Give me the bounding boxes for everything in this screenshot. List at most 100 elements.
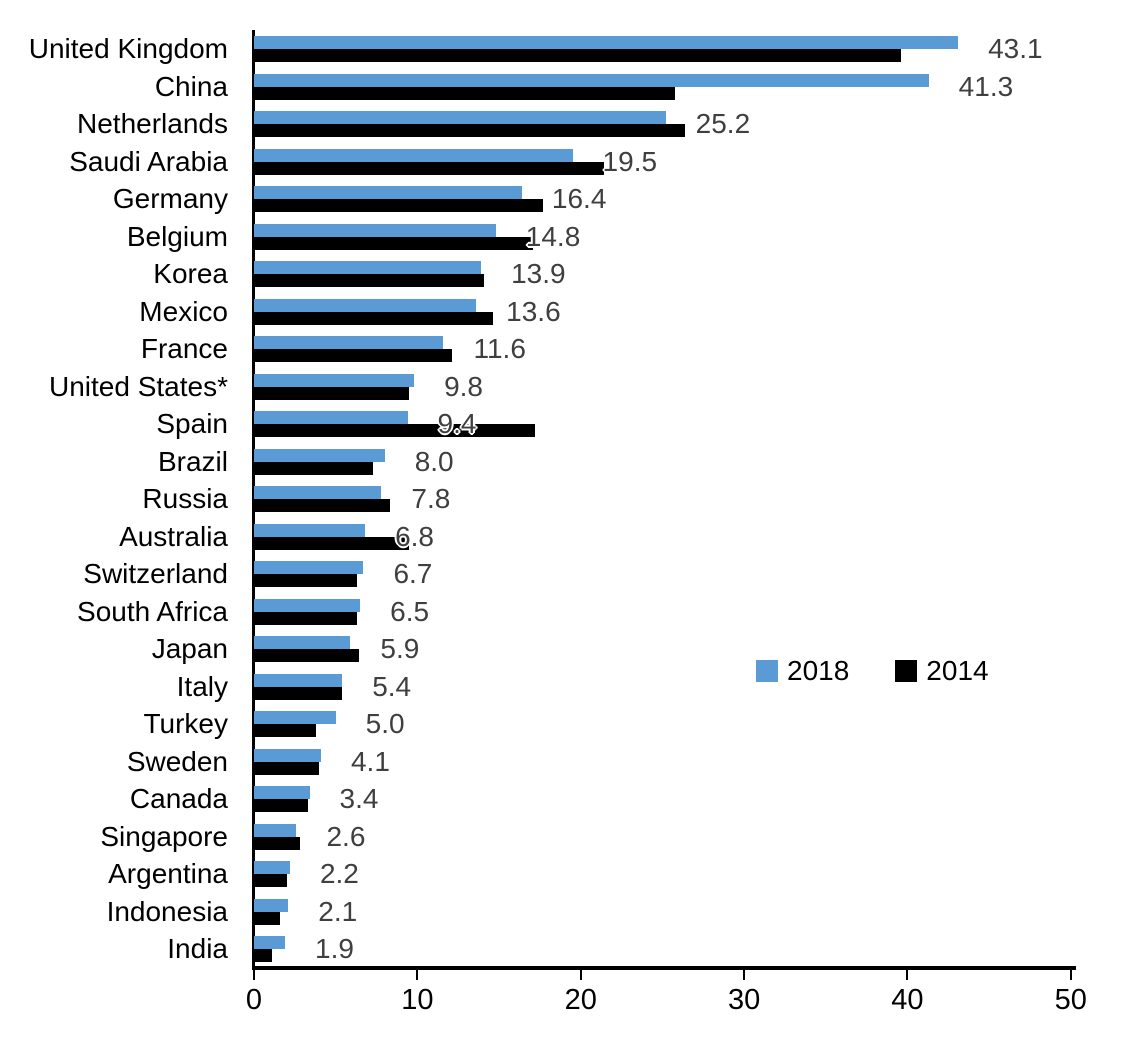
data-label: 41.3 [958, 70, 1014, 102]
category-label: Korea [153, 258, 228, 290]
bar-2014 [254, 49, 901, 62]
category-label: Japan [151, 633, 228, 665]
x-axis-tick-label: 40 [891, 984, 924, 1016]
bar-2018 [254, 636, 351, 650]
bar-2018 [254, 561, 364, 575]
bar-2018 [254, 936, 286, 950]
x-axis-tick-label: 0 [245, 984, 263, 1016]
bar-2018 [254, 448, 385, 462]
data-label: 4.1 [350, 745, 390, 777]
bar-2014 [254, 686, 343, 700]
bar-2014 [254, 799, 308, 813]
bar-2014 [254, 236, 534, 250]
bar-2018 [254, 898, 289, 912]
bar-2014 [254, 499, 390, 513]
x-axis-tick-label: 10 [401, 984, 434, 1016]
bar-2014 [254, 199, 544, 213]
bar-2018 [254, 748, 321, 762]
bar-2018 [254, 523, 366, 537]
data-label: 3.4 [339, 783, 379, 815]
bar-2014 [254, 349, 452, 363]
x-axis-tick [906, 970, 909, 980]
bar-2014 [254, 911, 281, 925]
category-label: Turkey [143, 708, 228, 740]
bar-2018 [254, 673, 343, 687]
bar-2018 [254, 711, 336, 725]
legend-label-2018: 2018 [787, 655, 850, 686]
bar-2018 [254, 261, 482, 275]
bar-2018 [254, 36, 959, 49]
bar-2018 [254, 148, 573, 162]
data-label: 1.9 [315, 933, 354, 965]
legend-swatch-2014-icon [895, 660, 918, 682]
bar-2018 [254, 73, 929, 87]
category-label: Argentina [108, 858, 228, 890]
data-label: 13.9 [511, 258, 566, 290]
category-label: United Kingdom [28, 33, 228, 64]
data-label: 2.2 [319, 858, 359, 890]
data-label: 19.5 [602, 145, 658, 177]
legend-label-2014: 2014 [926, 655, 989, 686]
category-label: United States* [49, 370, 228, 402]
category-label: Russia [142, 483, 228, 515]
data-label: 9.8 [444, 370, 484, 402]
data-label: 7.8 [411, 483, 451, 515]
data-label: 5.0 [365, 708, 405, 740]
data-label: 5.4 [372, 670, 412, 702]
bar-2018 [254, 298, 477, 312]
category-label: India [167, 933, 228, 965]
legend-entry-2018: 2018 [756, 657, 849, 685]
data-label: 2.6 [326, 820, 366, 852]
data-label: 6.7 [393, 558, 433, 590]
data-label: 6.8 [395, 520, 435, 552]
x-axis-tick [253, 970, 255, 980]
bar-2014 [254, 86, 676, 100]
bar-2014 [254, 611, 357, 625]
bar-2014 [254, 161, 604, 175]
data-label: 16.4 [551, 183, 607, 215]
y-axis-line [252, 30, 255, 970]
bar-2018 [254, 373, 415, 387]
bar-2014 [254, 386, 410, 400]
data-label: 5.9 [380, 633, 420, 665]
x-axis-line [252, 966, 1076, 970]
bar-2018 [254, 823, 297, 837]
category-label: Singapore [100, 820, 228, 852]
category-label: South Africa [77, 595, 228, 627]
bar-2014 [254, 761, 320, 775]
category-label: Saudi Arabia [69, 145, 228, 177]
data-label: 6.5 [390, 595, 430, 627]
category-label: France [140, 333, 228, 365]
x-axis-tick-label: 50 [1054, 984, 1087, 1016]
category-label: Switzerland [83, 558, 228, 590]
category-label: Belgium [126, 220, 228, 252]
bar-2018 [254, 486, 382, 500]
x-axis-tick [1069, 970, 1072, 980]
category-label: Indonesia [106, 895, 228, 927]
bar-2018 [254, 223, 496, 237]
legend-swatch-2018-icon [756, 660, 778, 682]
category-label: Netherlands [77, 108, 228, 140]
bar-2014 [254, 949, 272, 963]
data-label: 2.1 [318, 895, 358, 927]
category-label: Germany [112, 183, 228, 215]
bar-2014 [254, 574, 357, 588]
legend: 2018 2014 [756, 657, 989, 685]
data-label: 11.6 [473, 333, 526, 365]
category-label: Australia [119, 520, 228, 552]
data-label: 13.6 [506, 295, 561, 327]
bar-2018 [254, 411, 408, 425]
category-label: Canada [129, 783, 228, 815]
bar-2014 [254, 536, 410, 550]
data-label: 25.2 [695, 108, 751, 140]
legend-entry-2014: 2014 [895, 655, 989, 686]
data-label: 14.8 [525, 220, 581, 252]
bar-2014 [254, 424, 535, 438]
category-label: Italy [176, 670, 228, 702]
category-label: Sweden [126, 745, 228, 777]
category-label: Spain [156, 408, 228, 440]
bar-2014 [254, 124, 686, 138]
category-label: Mexico [139, 295, 228, 327]
bar-2014 [254, 461, 374, 475]
